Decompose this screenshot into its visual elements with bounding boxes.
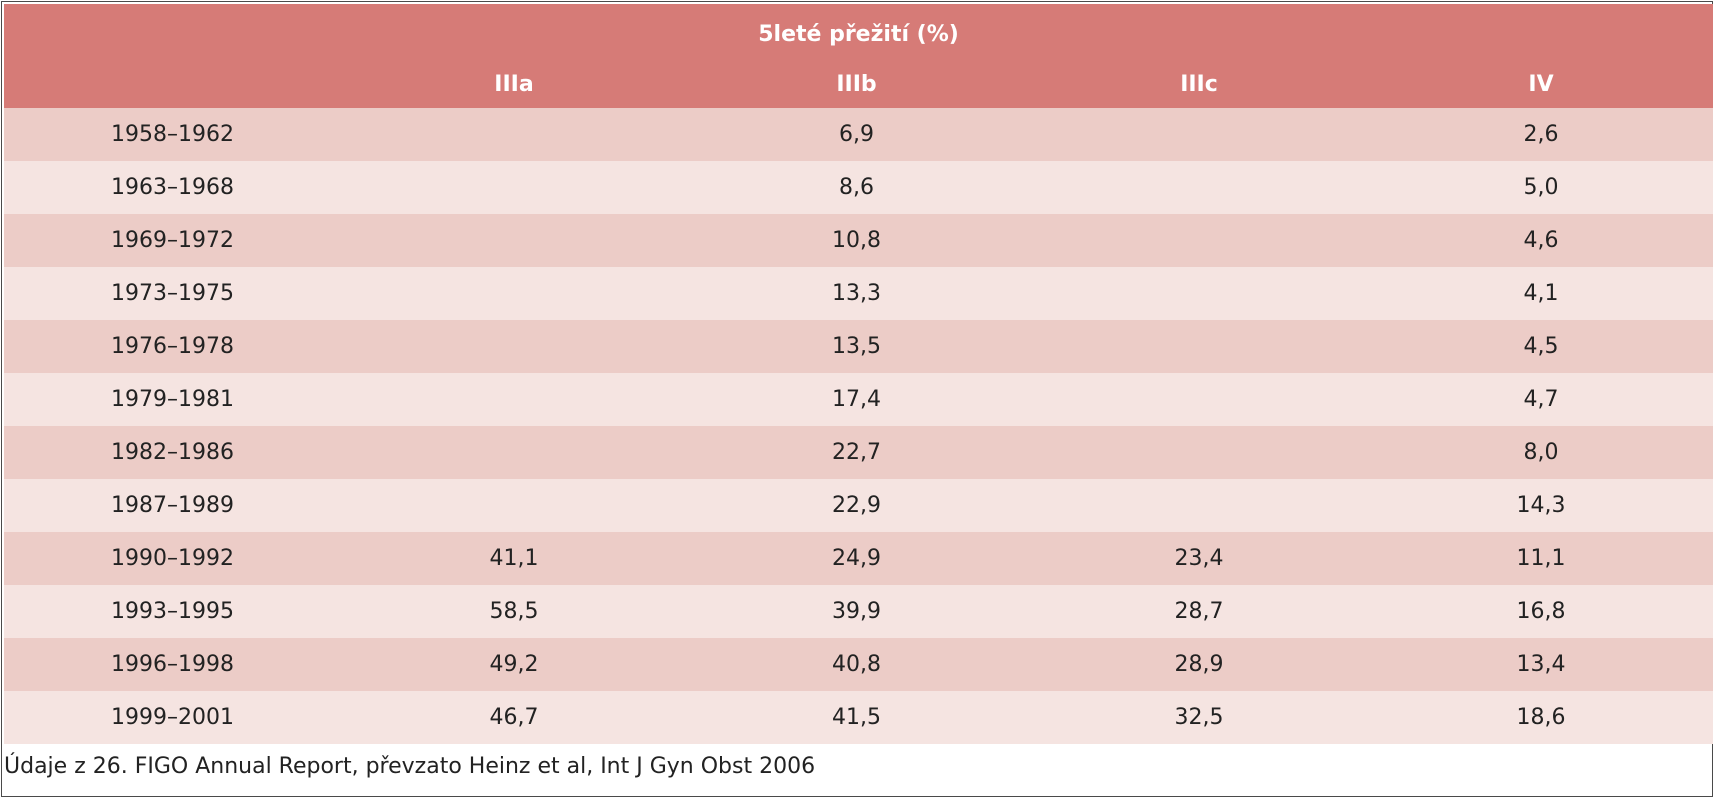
value-cell-iiic <box>1029 161 1369 214</box>
value-cell-iiia: 41,1 <box>344 532 684 585</box>
table-row: 1976–1978 13,5 4,5 <box>4 320 1714 373</box>
value-cell-iv: 4,7 <box>1369 373 1714 426</box>
value-cell-iiia: 58,5 <box>344 585 684 638</box>
column-header-iiic: IIIc <box>1029 60 1369 108</box>
table-title: 5leté přežití (%) <box>4 4 1714 60</box>
row-period-cell: 1969–1972 <box>4 214 344 267</box>
value-cell-iiic <box>1029 479 1369 532</box>
value-cell-iv: 18,6 <box>1369 691 1714 744</box>
value-cell-iiia <box>344 373 684 426</box>
table-row: 1990–1992 41,1 24,9 23,4 11,1 <box>4 532 1714 585</box>
row-period-cell: 1999–2001 <box>4 691 344 744</box>
table-row: 1982–1986 22,7 8,0 <box>4 426 1714 479</box>
table-row: 1963–1968 8,6 5,0 <box>4 161 1714 214</box>
value-cell-iiib: 17,4 <box>684 373 1029 426</box>
row-period-cell: 1993–1995 <box>4 585 344 638</box>
column-header-period <box>4 60 344 108</box>
value-cell-iv: 5,0 <box>1369 161 1714 214</box>
value-cell-iv: 13,4 <box>1369 638 1714 691</box>
value-cell-iv: 2,6 <box>1369 108 1714 161</box>
value-cell-iiic <box>1029 108 1369 161</box>
value-cell-iiic: 23,4 <box>1029 532 1369 585</box>
table-row: 1979–1981 17,4 4,7 <box>4 373 1714 426</box>
value-cell-iiia <box>344 108 684 161</box>
table-row: 1987–1989 22,9 14,3 <box>4 479 1714 532</box>
value-cell-iiia <box>344 161 684 214</box>
value-cell-iiia <box>344 214 684 267</box>
value-cell-iiia: 46,7 <box>344 691 684 744</box>
value-cell-iiib: 22,9 <box>684 479 1029 532</box>
column-header-iiia: IIIa <box>344 60 684 108</box>
table-row: 1969–1972 10,8 4,6 <box>4 214 1714 267</box>
value-cell-iiia <box>344 426 684 479</box>
column-header-row: IIIa IIIb IIIc IV <box>4 60 1714 108</box>
value-cell-iiib: 22,7 <box>684 426 1029 479</box>
table-title-row: 5leté přežití (%) <box>4 4 1714 60</box>
table-container: 5leté přežití (%) IIIa IIIb IIIc IV 1958… <box>4 4 1714 744</box>
value-cell-iiib: 39,9 <box>684 585 1029 638</box>
table-row: 1993–1995 58,5 39,9 28,7 16,8 <box>4 585 1714 638</box>
value-cell-iiib: 13,5 <box>684 320 1029 373</box>
value-cell-iv: 4,1 <box>1369 267 1714 320</box>
row-period-cell: 1990–1992 <box>4 532 344 585</box>
value-cell-iiib: 13,3 <box>684 267 1029 320</box>
table-row: 1996–1998 49,2 40,8 28,9 13,4 <box>4 638 1714 691</box>
value-cell-iv: 4,6 <box>1369 214 1714 267</box>
value-cell-iiib: 10,8 <box>684 214 1029 267</box>
value-cell-iiic <box>1029 320 1369 373</box>
table-row: 1973–1975 13,3 4,1 <box>4 267 1714 320</box>
value-cell-iiia <box>344 320 684 373</box>
row-period-cell: 1973–1975 <box>4 267 344 320</box>
value-cell-iiic: 28,7 <box>1029 585 1369 638</box>
table-body: 1958–1962 6,9 2,6 1963–1968 8,6 5,0 1969–1972 1… <box>4 108 1714 744</box>
table-header: 5leté přežití (%) IIIa IIIb IIIc IV <box>4 4 1714 108</box>
row-period-cell: 1979–1981 <box>4 373 344 426</box>
value-cell-iiib: 8,6 <box>684 161 1029 214</box>
value-cell-iv: 8,0 <box>1369 426 1714 479</box>
value-cell-iiib: 6,9 <box>684 108 1029 161</box>
table-row: 1958–1962 6,9 2,6 <box>4 108 1714 161</box>
row-period-cell: 1958–1962 <box>4 108 344 161</box>
row-period-cell: 1976–1978 <box>4 320 344 373</box>
table-caption: Údaje z 26. FIGO Annual Report, převzato… <box>4 754 816 779</box>
value-cell-iiic <box>1029 214 1369 267</box>
value-cell-iiic <box>1029 373 1369 426</box>
column-header-iiib: IIIb <box>684 60 1029 108</box>
value-cell-iiic: 32,5 <box>1029 691 1369 744</box>
table-row: 1999–2001 46,7 41,5 32,5 18,6 <box>4 691 1714 744</box>
value-cell-iiib: 24,9 <box>684 532 1029 585</box>
value-cell-iv: 16,8 <box>1369 585 1714 638</box>
row-period-cell: 1982–1986 <box>4 426 344 479</box>
survival-table: 5leté přežití (%) IIIa IIIb IIIc IV 1958… <box>4 4 1714 744</box>
value-cell-iiib: 41,5 <box>684 691 1029 744</box>
row-period-cell: 1963–1968 <box>4 161 344 214</box>
value-cell-iiia <box>344 267 684 320</box>
value-cell-iv: 14,3 <box>1369 479 1714 532</box>
row-period-cell: 1987–1989 <box>4 479 344 532</box>
column-header-iv: IV <box>1369 60 1714 108</box>
value-cell-iv: 4,5 <box>1369 320 1714 373</box>
value-cell-iiib: 40,8 <box>684 638 1029 691</box>
value-cell-iiia: 49,2 <box>344 638 684 691</box>
value-cell-iiic <box>1029 267 1369 320</box>
value-cell-iv: 11,1 <box>1369 532 1714 585</box>
value-cell-iiia <box>344 479 684 532</box>
value-cell-iiic <box>1029 426 1369 479</box>
value-cell-iiic: 28,9 <box>1029 638 1369 691</box>
row-period-cell: 1996–1998 <box>4 638 344 691</box>
